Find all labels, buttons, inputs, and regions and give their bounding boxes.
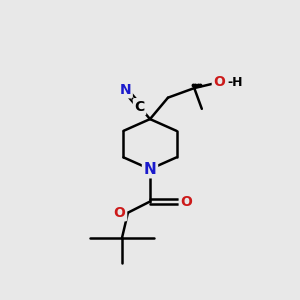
Text: N: N (144, 162, 156, 177)
Text: O: O (114, 206, 126, 220)
Text: N: N (120, 83, 131, 97)
Text: O: O (213, 75, 225, 89)
Text: -H: -H (228, 76, 243, 89)
Text: O: O (180, 194, 192, 208)
Text: C: C (134, 100, 145, 114)
